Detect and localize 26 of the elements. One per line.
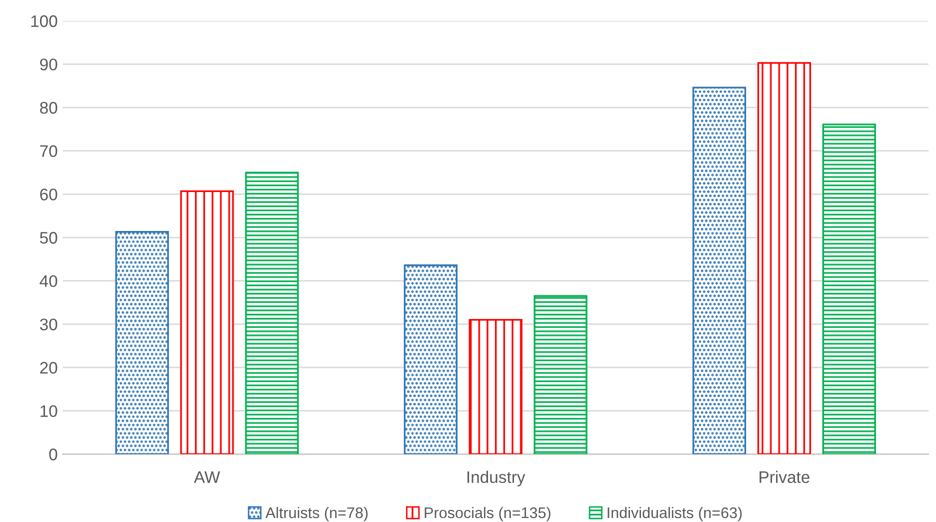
y-tick-label: 30	[40, 318, 58, 330]
y-tick-label: 50	[40, 232, 58, 244]
bar	[245, 172, 299, 454]
legend-label: Prosocials (n=135)	[424, 506, 550, 522]
y-tick-label: 100	[31, 15, 58, 28]
x-tick-label: Industry	[468, 470, 526, 486]
y-tick-label: 80	[40, 102, 58, 114]
bar	[692, 86, 746, 454]
bar	[468, 318, 522, 454]
x-tick-label: AW	[194, 471, 220, 483]
x-tick-label: Private	[760, 470, 810, 484]
bar	[822, 124, 876, 454]
y-tick-label: 10	[40, 405, 58, 418]
bar	[757, 62, 812, 454]
y-tick-label: 20	[40, 362, 58, 374]
legend-label: Individualists (n=63)	[608, 506, 742, 522]
y-tick-label: 70	[40, 145, 58, 158]
y-tick-label: 0	[49, 448, 58, 460]
legend-label: Altruists (n=78)	[265, 506, 368, 522]
y-tick-label: 90	[40, 58, 58, 70]
bar	[180, 190, 234, 454]
y-tick-label: 40	[40, 275, 58, 288]
bar	[404, 264, 458, 454]
bar	[115, 231, 169, 454]
y-tick-label: 60	[40, 188, 58, 200]
bar	[534, 295, 588, 454]
